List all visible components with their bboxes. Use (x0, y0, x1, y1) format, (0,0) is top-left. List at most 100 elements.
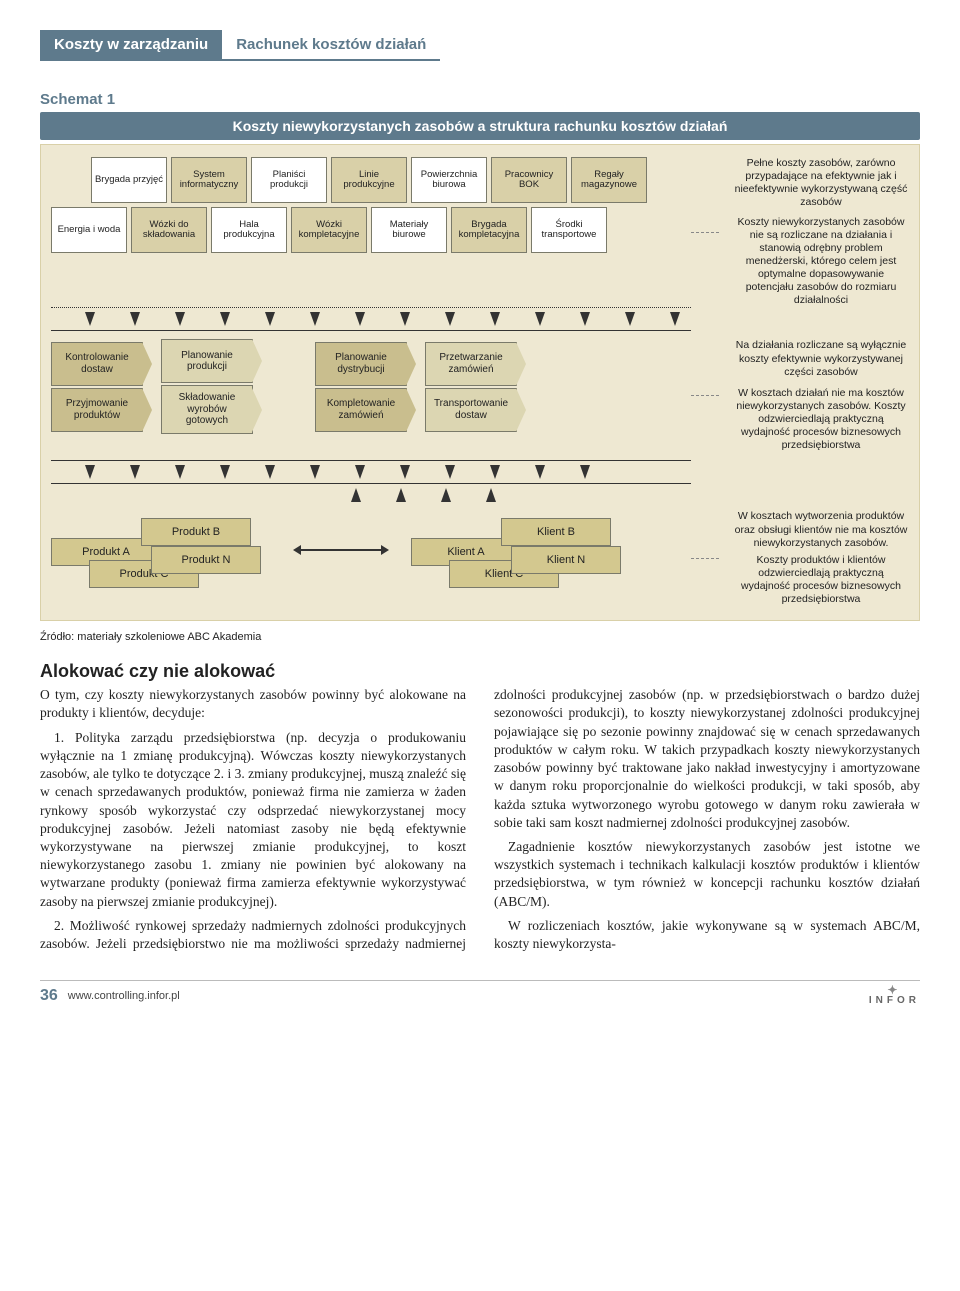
connector (691, 558, 719, 559)
brand-name: INFOR (869, 995, 920, 1006)
page-footer: 36 www.controlling.infor.pl ✦ INFOR (40, 980, 920, 1005)
logo-icon: ✦ (869, 987, 920, 994)
activity-box: Kompletowanie zamówień (315, 388, 407, 432)
product-box: Produkt N (151, 546, 261, 574)
connector (691, 232, 719, 233)
resource-box: Wózki do składowania (131, 207, 207, 253)
product-box: Produkt B (141, 518, 251, 546)
arrow-row (51, 310, 909, 330)
resources-grid: Brygada przyjęć System informatyczny Pla… (51, 157, 691, 253)
arrow-down-icon (85, 312, 95, 326)
resource-box: Hala produkcyjna (211, 207, 287, 253)
header-category: Koszty w zarządzaniu (40, 30, 222, 61)
arrow-down-icon (580, 465, 590, 479)
activity-box: Planowanie dystrybucji (315, 342, 407, 386)
arrow-down-icon (400, 465, 410, 479)
client-box: Klient B (501, 518, 611, 546)
footer-url: www.controlling.infor.pl (68, 990, 180, 1002)
arrow-down-icon (490, 465, 500, 479)
resource-box: Brygada przyjęć (91, 157, 167, 203)
header-topic: Rachunek kosztów działań (222, 30, 440, 61)
separator (51, 483, 691, 484)
arrow-up-icon (441, 488, 451, 502)
page-number: 36 (40, 987, 58, 1005)
products-note: W kosztach wytworzenia produktów oraz ob… (719, 510, 909, 606)
note-text: Koszty niewykorzystanych zasobów nie są … (733, 216, 909, 308)
resource-box: Linie produkcyjne (331, 157, 407, 203)
paragraph: Zagadnienie kosztów niewykorzystanych za… (494, 838, 920, 911)
article-body: O tym, czy koszty niewykorzystanych zaso… (40, 686, 920, 956)
arrow-row (51, 463, 909, 483)
arrow-down-icon (355, 465, 365, 479)
arrow-down-icon (670, 312, 680, 326)
resource-box: Powierzchnia biurowa (411, 157, 487, 203)
note-text: W kosztach działań nie ma kosztów niewyk… (733, 387, 909, 453)
clients-stack: Klient A Klient B Klient C Klient N (411, 510, 631, 590)
activities-row: Kontrolowanie dostaw Przyjmowanie produk… (51, 339, 691, 434)
arrow-up-icon (396, 488, 406, 502)
note-text: Pełne koszty zasobów, zarówno przypadają… (733, 157, 909, 210)
activity-box: Przetwarzanie zamówień (425, 342, 517, 386)
arrow-down-icon (535, 312, 545, 326)
schema-title: Koszty niewykorzystanych zasobów a struk… (40, 112, 920, 140)
resource-box: Brygada kompletacyjna (451, 207, 527, 253)
note-text: W kosztach wytworzenia produktów oraz ob… (733, 510, 909, 549)
resource-box: Regały magazynowe (571, 157, 647, 203)
arrow-down-icon (265, 465, 275, 479)
figure-source: Źródło: materiały szkoleniowe ABC Akadem… (40, 631, 920, 643)
separator (51, 330, 691, 331)
arrow-down-icon (175, 465, 185, 479)
arrow-down-icon (310, 465, 320, 479)
arrow-down-icon (490, 312, 500, 326)
brand-logo: ✦ INFOR (869, 987, 920, 1005)
note-text: Koszty produktów i klientów odzwierciedl… (733, 554, 909, 607)
arrow-down-icon (130, 312, 140, 326)
arrow-down-icon (355, 312, 365, 326)
arrow-down-icon (175, 312, 185, 326)
resources-note: Pełne koszty zasobów, zarówno przypadają… (719, 157, 909, 307)
arrow-up-icon (486, 488, 496, 502)
arrow-down-icon (535, 465, 545, 479)
resource-box: Materiały biurowe (371, 207, 447, 253)
arrow-row (51, 486, 691, 506)
resource-box: Środki transportowe (531, 207, 607, 253)
activity-box: Kontrolowanie dostaw (51, 342, 143, 386)
resource-box: Energia i woda (51, 207, 127, 253)
activity-box: Przyjmowanie produktów (51, 388, 143, 432)
resource-box: System informatyczny (171, 157, 247, 203)
products-stack: Produkt A Produkt B Produkt C Produkt N (51, 510, 271, 590)
activities-note: Na działania rozliczane są wyłącznie kos… (719, 339, 909, 452)
bidir-arrow-icon (301, 549, 381, 551)
schema-label: Schemat 1 (40, 91, 920, 108)
activity-box: Transportowanie dostaw (425, 388, 517, 432)
activity-box: Planowanie produkcji (161, 339, 253, 383)
arrow-down-icon (400, 312, 410, 326)
separator (51, 460, 691, 461)
note-text: Na działania rozliczane są wyłącznie kos… (733, 339, 909, 378)
arrow-down-icon (265, 312, 275, 326)
arrow-down-icon (220, 465, 230, 479)
arrow-down-icon (85, 465, 95, 479)
activity-box: Składowanie wyrobów gotowych (161, 385, 253, 434)
arrow-up-icon (351, 488, 361, 502)
paragraph: W rozliczeniach kosztów, jakie wykonywan… (494, 917, 920, 953)
products-clients-row: Produkt A Produkt B Produkt C Produkt N … (51, 510, 691, 590)
article-heading: Alokować czy nie alokować (40, 661, 920, 682)
arrow-down-icon (445, 312, 455, 326)
separator (51, 307, 691, 308)
connector (691, 395, 719, 396)
arrow-down-icon (445, 465, 455, 479)
resource-box: Pracownicy BOK (491, 157, 567, 203)
arrow-down-icon (220, 312, 230, 326)
paragraph: O tym, czy koszty niewykorzystanych zaso… (40, 686, 466, 722)
resource-box: Planiści produkcji (251, 157, 327, 203)
paragraph: 1. Polityka zarządu przedsiębiorstwa (np… (40, 729, 466, 911)
arrow-down-icon (130, 465, 140, 479)
arrow-down-icon (580, 312, 590, 326)
client-box: Klient N (511, 546, 621, 574)
arrow-down-icon (625, 312, 635, 326)
diagram-panel: Brygada przyjęć System informatyczny Pla… (40, 144, 920, 621)
arrow-down-icon (310, 312, 320, 326)
resource-box: Wózki kompletacyjne (291, 207, 367, 253)
section-header: Koszty w zarządzaniu Rachunek kosztów dz… (40, 30, 920, 61)
